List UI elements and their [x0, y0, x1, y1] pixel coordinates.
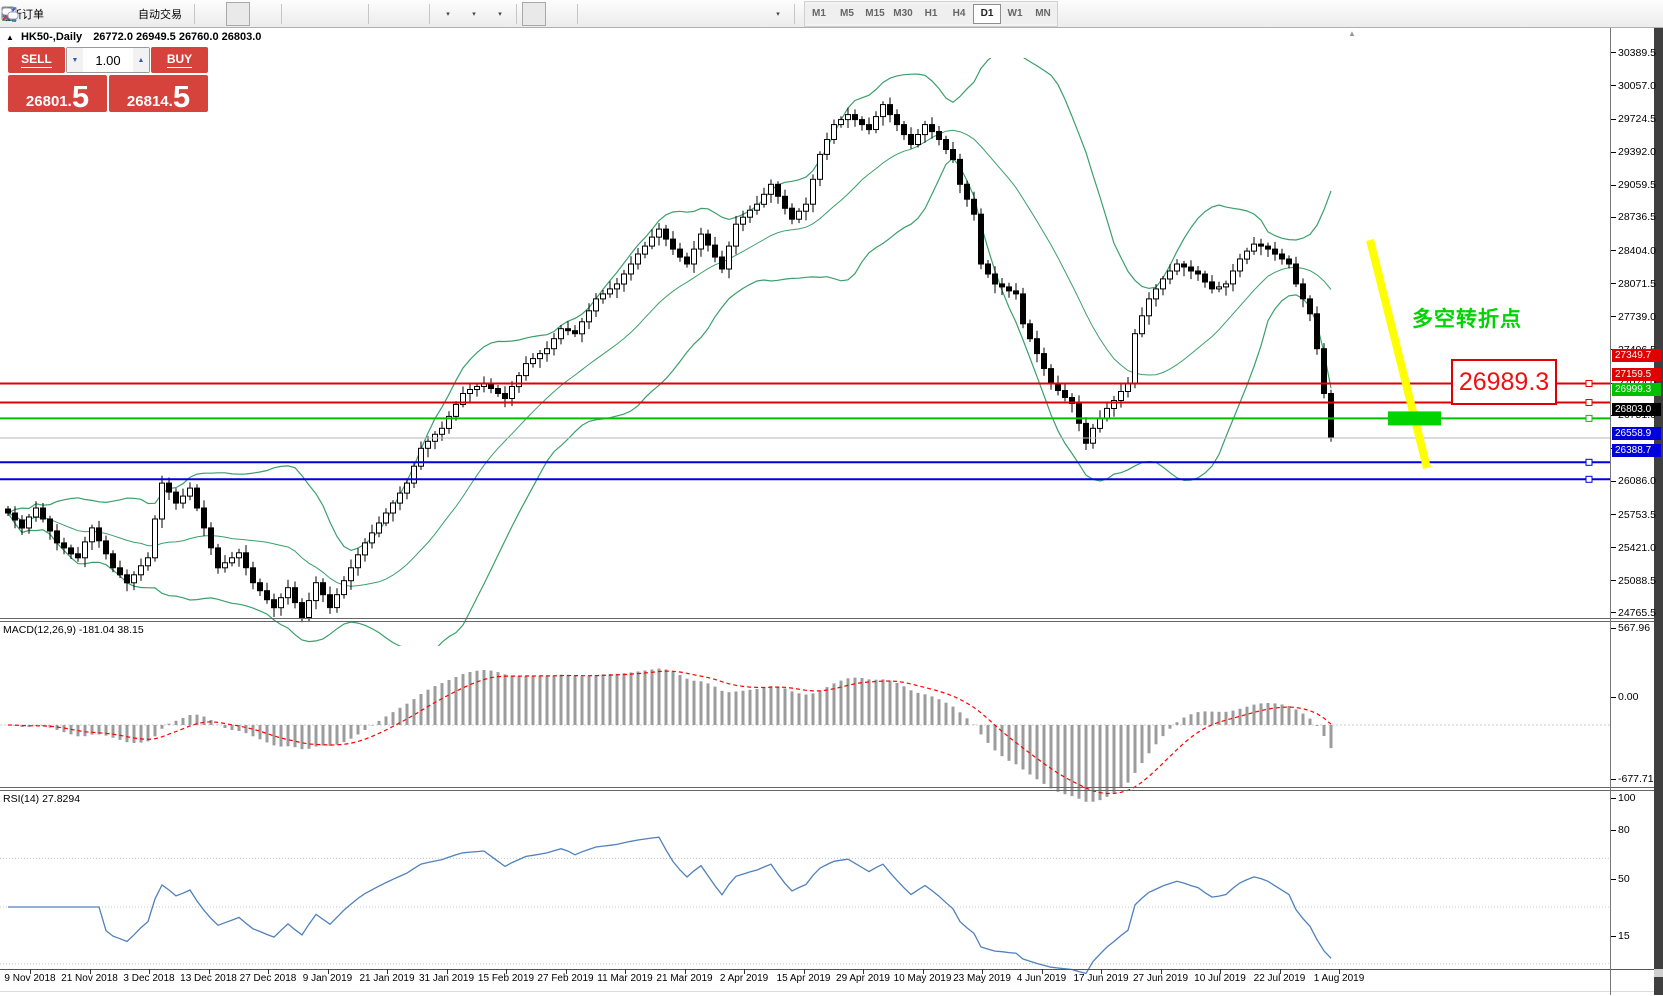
volume-decrease-button[interactable]: ▼ — [67, 48, 83, 72]
turning-point-annotation[interactable]: 多空转折点 — [1412, 308, 1522, 331]
vertical-line-button[interactable] — [8, 2, 607, 26]
tab-timeframe-m5[interactable]: M5 — [833, 3, 861, 24]
volume-increase-button[interactable]: ▲ — [133, 48, 149, 72]
arrow-objects-button[interactable]: ▾ — [2, 2, 789, 26]
macd-panel[interactable] — [0, 649, 1610, 815]
candlestick-chart-button[interactable] — [2, 1, 250, 26]
chevron-down-icon: ▾ — [446, 10, 450, 18]
profiles-button[interactable] — [2, 2, 103, 26]
fibonacci-button[interactable]: F — [2, 2, 711, 26]
scrollbar-thumb[interactable] — [1654, 969, 1663, 977]
buy-label: BUY — [166, 52, 193, 68]
toolbar-separator — [429, 3, 430, 24]
auto-trading-label: 自动交易 — [138, 8, 182, 21]
sell-price-frac: 5 — [71, 78, 90, 114]
sell-button[interactable]: SELL — [8, 47, 65, 73]
buy-levels-button[interactable] — [2, 2, 398, 26]
news-signals-button[interactable] — [2, 2, 129, 26]
panel-separator[interactable] — [0, 787, 1663, 788]
tab-timeframe-d1[interactable]: D1 — [973, 3, 1001, 24]
volume-stepper: ▼ 1.00 ▲ — [66, 47, 150, 73]
zoom-out-button[interactable] — [2, 2, 337, 26]
price-annotation-box[interactable]: 26989.3 — [1451, 359, 1557, 405]
chart-title: ▲ HK50-,Daily 26772.0 26949.5 26760.0 26… — [6, 31, 261, 43]
sell-label: SELL — [21, 52, 52, 68]
buy-price[interactable]: 26814. 5 — [109, 75, 208, 112]
toolbar-separator — [368, 3, 369, 24]
macd-label: MACD(12,26,9) -181.04 38.15 — [3, 624, 144, 636]
toolbar-separator — [194, 3, 195, 24]
toolbar: 新订单 自动交易 ▾ ▾ — [0, 0, 1663, 28]
sell-levels-button[interactable] — [2, 2, 424, 26]
sell-price-dot: . — [67, 93, 72, 110]
bar-chart-button[interactable] — [2, 2, 224, 26]
chevron-down-icon: ▾ — [498, 10, 502, 18]
window-edge-strip — [1654, 28, 1663, 995]
chart-template-button[interactable]: ▾ — [1, 2, 511, 26]
chat-button[interactable] — [1, 2, 1659, 26]
toolbar-separator — [794, 3, 795, 24]
panel-separator[interactable] — [0, 790, 1663, 791]
trendline-button[interactable] — [2, 2, 659, 26]
tab-timeframe-m1[interactable]: M1 — [805, 3, 833, 24]
main-price-chart[interactable] — [0, 58, 1610, 646]
fibonacci-icon: F — [2, 8, 16, 23]
toolbar-separator — [577, 3, 578, 24]
price-axis-border — [1610, 28, 1611, 995]
panel-separator[interactable] — [0, 621, 1663, 622]
chevron-down-icon: ▾ — [776, 10, 780, 18]
rsi-panel[interactable] — [0, 818, 1610, 996]
rsi-label: RSI(14) 27.8294 — [3, 793, 81, 805]
new-order-button[interactable]: 新订单 — [4, 2, 51, 26]
zoom-in-button[interactable] — [2, 2, 311, 26]
volume-value[interactable]: 1.00 — [95, 52, 121, 68]
add-indicator-button[interactable]: ▾ — [2, 2, 459, 26]
svg-text:F: F — [12, 18, 16, 23]
chat-icon — [1, 7, 19, 19]
tab-timeframe-h1[interactable]: H1 — [917, 3, 945, 24]
tab-timeframe-mn[interactable]: MN — [1029, 3, 1057, 24]
chevron-down-icon: ▾ — [472, 10, 476, 18]
timeframe-group: M1 M5 M15 M30 H1 H4 D1 W1 MN — [804, 0, 1058, 27]
text-label-button[interactable]: T — [2, 2, 763, 26]
auto-trading-button[interactable]: 自动交易 — [2, 2, 189, 26]
chart-shift-marker[interactable]: ▲ — [1348, 29, 1356, 38]
tab-timeframe-h4[interactable]: H4 — [945, 3, 973, 24]
toolbar-separator — [281, 3, 282, 24]
buy-price-dot: . — [168, 93, 173, 110]
bottom-border — [0, 991, 1663, 992]
horizontal-line-button[interactable] — [2, 2, 633, 26]
new-chart-button[interactable] — [1, 2, 77, 26]
crosshair-button[interactable] — [2, 2, 572, 26]
period-clock-button[interactable]: ▾ — [2, 2, 485, 26]
collapse-icon[interactable]: ▲ — [6, 33, 14, 42]
equidistant-channel-button[interactable]: E — [1, 2, 685, 26]
ohlc-values: 26772.0 26949.5 26760.0 26803.0 — [93, 31, 262, 43]
search-button[interactable] — [2, 2, 1633, 26]
cursor-button[interactable] — [5, 1, 546, 26]
symbol-period-label: HK50-,Daily — [20, 31, 83, 43]
buy-price-int: 26814 — [126, 92, 169, 110]
tab-timeframe-m30[interactable]: M30 — [889, 3, 917, 24]
chart-area[interactable] — [0, 28, 1663, 995]
buy-price-frac: 5 — [172, 78, 191, 114]
panel-separator[interactable] — [0, 618, 1663, 619]
sell-price[interactable]: 26801. 5 — [8, 75, 107, 112]
tab-timeframe-w1[interactable]: W1 — [1001, 3, 1029, 24]
svg-text:E: E — [12, 18, 16, 23]
time-axis-line — [0, 969, 1663, 970]
tile-windows-button[interactable] — [2, 2, 363, 26]
new-order-label: 新订单 — [11, 8, 44, 21]
toolbar-separator — [516, 3, 517, 24]
one-click-trade-panel: SELL ▼ 1.00 ▲ BUY 26801. 5 26814. 5 — [8, 47, 208, 112]
sell-price-int: 26801 — [25, 92, 68, 110]
text-button[interactable]: A — [5, 2, 737, 26]
line-chart-button[interactable] — [1, 2, 276, 26]
buy-button[interactable]: BUY — [151, 47, 208, 73]
tab-timeframe-m15[interactable]: M15 — [861, 3, 889, 24]
